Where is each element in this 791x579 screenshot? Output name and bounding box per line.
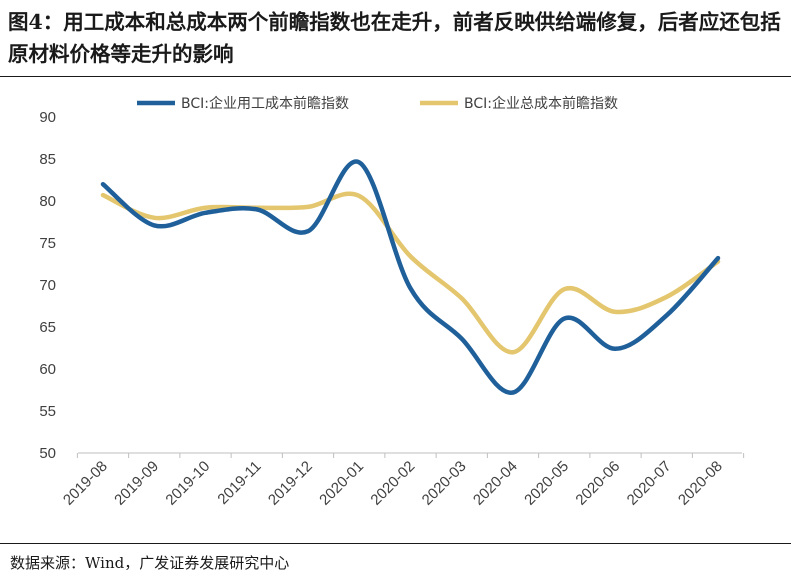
y-tick-label: 80: [39, 193, 56, 210]
x-tick-label: 2020-07: [624, 458, 675, 509]
y-axis: 50 55 60 65 70 75 80 85 90: [39, 109, 56, 462]
title-divider: [0, 76, 791, 77]
data-source: 数据来源：Wind，广发证券发展研究中心: [10, 554, 290, 572]
x-tick-label: 2020-05: [521, 458, 572, 509]
legend: BCI:企业用工成本前瞻指数 BCI:企业总成本前瞻指数: [137, 95, 618, 112]
x-tick-label: 2020-01: [316, 458, 367, 509]
y-tick-label: 70: [39, 277, 56, 294]
x-tick-label: 2019-10: [162, 458, 213, 509]
x-tick-label: 2020-08: [675, 458, 726, 509]
x-tick-label: 2019-09: [111, 458, 162, 509]
series-line-labor-cost: [100, 159, 721, 395]
x-tick-label: 2019-12: [265, 458, 316, 509]
source-divider: [0, 543, 791, 544]
y-tick-label: 60: [39, 361, 56, 378]
legend-label-labor-cost: BCI:企业用工成本前瞻指数: [181, 95, 349, 112]
series-layer: [100, 159, 721, 395]
x-tick-label: 2020-04: [470, 458, 521, 509]
x-tick-label: 2020-03: [419, 458, 470, 509]
x-tick-label: 2020-06: [572, 458, 623, 509]
y-tick-label: 55: [39, 403, 56, 420]
y-tick-label: 65: [39, 319, 56, 336]
x-tick-label: 2019-11: [214, 458, 264, 508]
legend-label-total-cost: BCI:企业总成本前瞻指数: [464, 95, 618, 112]
x-axis: 2019-08 2019-09 2019-10 2019-11 2019-12 2020-…: [60, 452, 745, 509]
y-tick-label: 85: [39, 151, 56, 168]
x-tick-label: 2019-08: [60, 458, 111, 509]
y-tick-label: 75: [39, 235, 56, 252]
series-line-total-cost: [100, 191, 721, 355]
y-tick-label: 50: [39, 445, 56, 462]
y-tick-label: 90: [39, 109, 56, 126]
x-tick-label: 2020-02: [367, 458, 418, 509]
chart-title: 图4：用工成本和总成本两个前瞻指数也在走升，前者反映供给端修复，后者应还包括原材…: [8, 10, 781, 66]
